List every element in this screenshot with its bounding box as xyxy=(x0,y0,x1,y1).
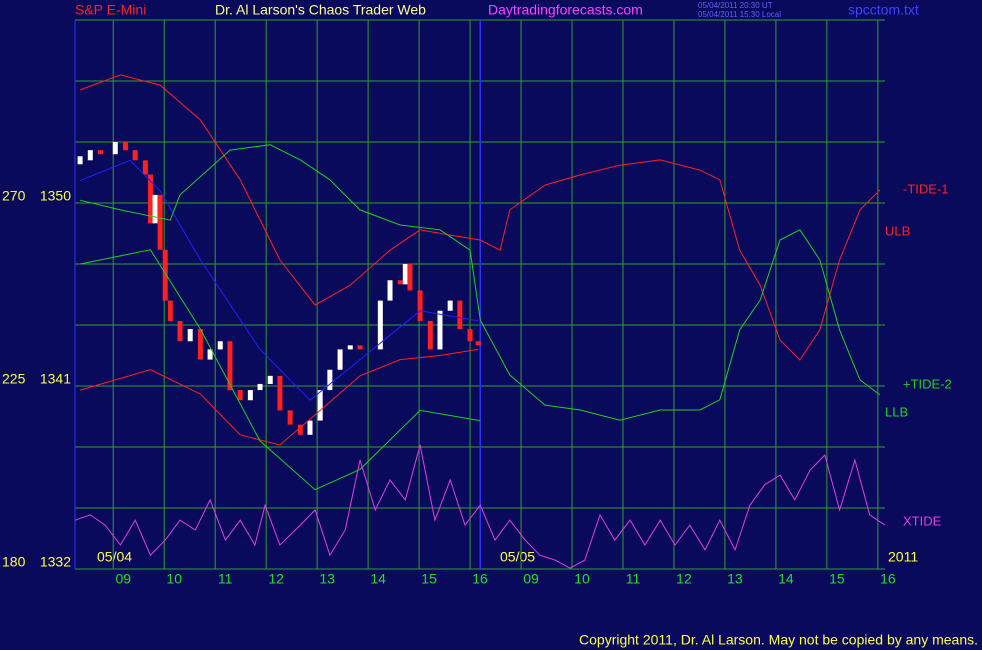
legend-label: XTIDE xyxy=(903,513,942,528)
series-line xyxy=(79,348,479,446)
legend-label: ULB xyxy=(885,223,910,238)
series-line xyxy=(79,144,881,421)
x-tick-label: 11 xyxy=(218,571,233,587)
footer: Copyright 2011, Dr. Al Larson. May not b… xyxy=(579,632,978,648)
x-tick-label: 12 xyxy=(268,571,284,587)
x-tick-label: 16 xyxy=(880,571,896,587)
y2-tick-label: 270 xyxy=(2,188,26,204)
file-name: spcctom.txt xyxy=(848,2,919,18)
site-title: Dr. Al Larson's Chaos Trader Web xyxy=(215,2,426,18)
url[interactable]: Daytradingforecasts.com xyxy=(488,2,643,18)
x-tick-label: 16 xyxy=(472,571,488,587)
y-tick-label: 1350 xyxy=(40,188,71,204)
x-tick-label: 12 xyxy=(676,571,692,587)
symbol: S&P E-Mini xyxy=(75,2,146,18)
y2-tick-label: 180 xyxy=(2,554,26,570)
legend-label: +TIDE-2 xyxy=(903,376,952,391)
legend-label: -TIDE-1 xyxy=(903,181,949,196)
series-line xyxy=(79,74,881,361)
series-line xyxy=(80,249,481,491)
date-label: 05/04 xyxy=(97,549,132,565)
y-tick-label: 1332 xyxy=(40,554,71,570)
date-label: 2011 xyxy=(888,549,918,565)
legend-label: LLB xyxy=(885,404,908,419)
x-tick-label: 09 xyxy=(523,571,539,587)
timestamp-local: 05/04/2011 15:30 Local xyxy=(698,10,781,19)
y-tick-label: 1341 xyxy=(40,371,71,387)
x-tick-label: 11 xyxy=(626,571,641,587)
series-line xyxy=(74,444,886,569)
x-tick-label: 13 xyxy=(727,571,743,587)
y2-tick-label: 225 xyxy=(2,371,26,387)
x-tick-label: 14 xyxy=(778,571,794,587)
x-tick-label: 09 xyxy=(115,571,131,587)
x-tick-label: 10 xyxy=(166,571,182,587)
timestamp-ut: 05/04/2011 20:30 UT xyxy=(698,1,773,10)
x-tick-label: 15 xyxy=(421,571,437,587)
x-tick-label: 10 xyxy=(574,571,590,587)
date-label: 05/05 xyxy=(500,549,535,565)
x-tick-label: 15 xyxy=(829,571,845,587)
series-line xyxy=(79,159,479,401)
x-tick-label: 14 xyxy=(370,571,386,587)
x-tick-label: 13 xyxy=(319,571,335,587)
